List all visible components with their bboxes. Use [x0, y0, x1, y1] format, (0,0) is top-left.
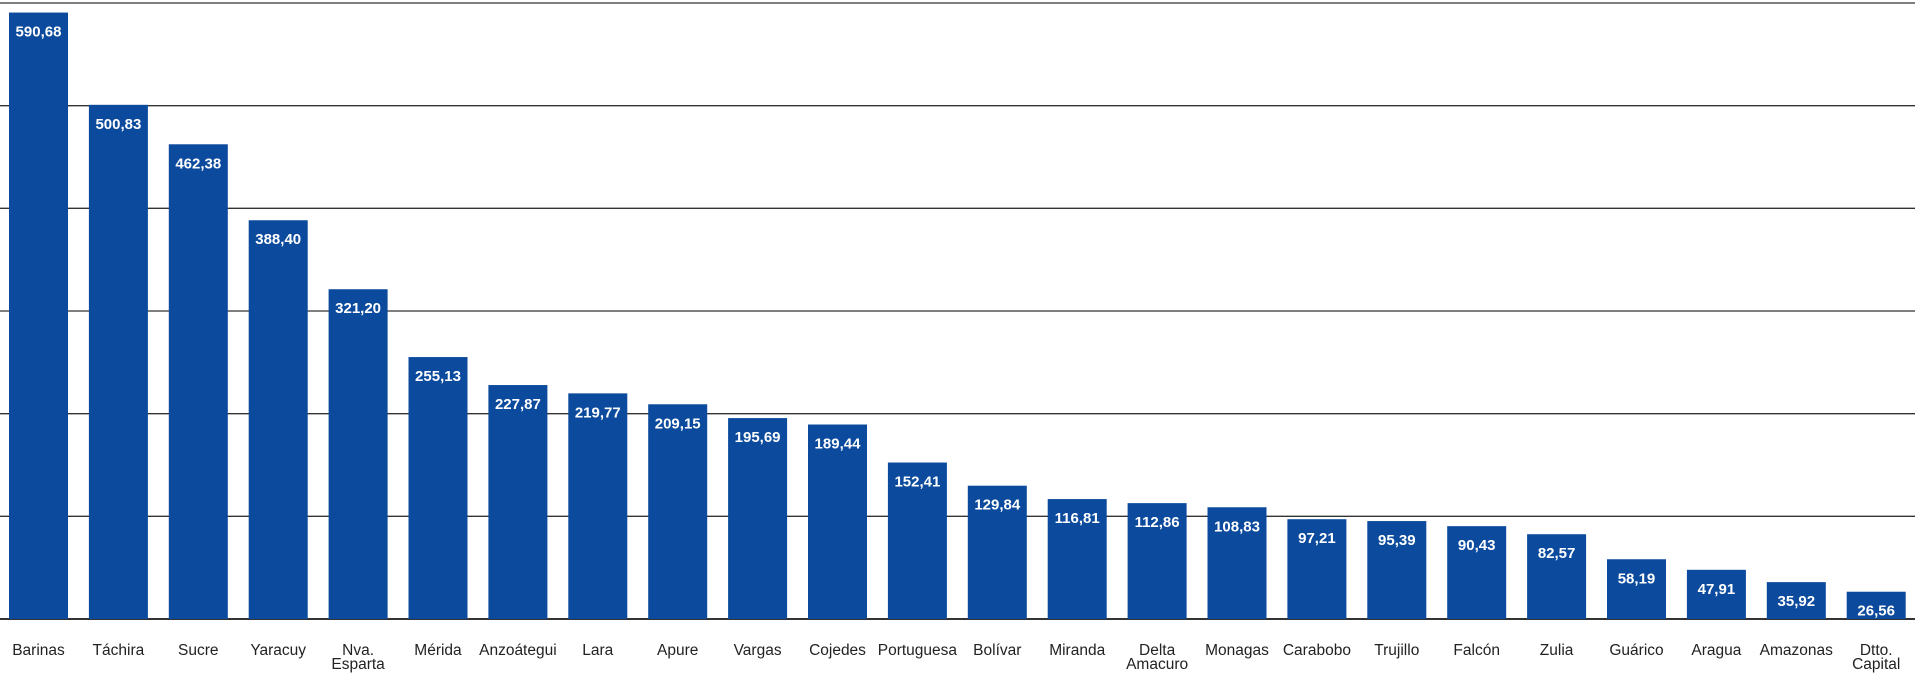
bar-value-label: 321,20 [335, 300, 381, 317]
bar-value-label: 90,43 [1458, 537, 1496, 554]
bar [408, 357, 468, 619]
value-labels: 590,68 500,83 462,38 388,40 321,20 255,13 227,… [16, 24, 1895, 620]
category-label: Táchira [93, 642, 145, 659]
category-label: Apure [657, 642, 698, 659]
category-label: Trujillo [1374, 642, 1419, 659]
category-label: Cojedes [809, 642, 866, 659]
bar [1447, 526, 1507, 619]
bar-value-label: 58,19 [1618, 570, 1656, 587]
bar-value-label: 255,13 [415, 368, 461, 385]
category-label: Zulia [1540, 642, 1574, 659]
category-label: Aragua [1691, 642, 1741, 659]
category-label: Yaracuy [250, 642, 306, 659]
bar [168, 144, 228, 620]
bar [1607, 559, 1666, 619]
bar-value-label: 209,15 [655, 415, 701, 432]
bar-value-label: 590,68 [16, 24, 62, 41]
category-labels: Barinas Táchira Sucre Yaracuy Nva. Esparta Mér… [12, 642, 1900, 673]
category-label: Monagas [1205, 642, 1269, 659]
bar-value-label: 227,87 [495, 396, 541, 413]
bar [88, 104, 148, 620]
bar-value-label: 95,39 [1378, 532, 1416, 549]
category-label: Guárico [1609, 642, 1663, 659]
bar [648, 404, 708, 619]
bar [1287, 519, 1347, 619]
bar-value-label: 97,21 [1298, 530, 1336, 547]
bar [1207, 507, 1267, 619]
bar [9, 12, 68, 619]
bar [1047, 499, 1107, 619]
category-label: Sucre [178, 642, 219, 659]
category-label: Delta Amacuro [1126, 642, 1188, 673]
category-label: Dtto. Capital [1852, 642, 1900, 673]
bar [328, 289, 388, 619]
bar [1527, 534, 1587, 619]
bar-value-label: 195,69 [735, 429, 781, 446]
bar-value-label: 462,38 [175, 155, 221, 172]
bar-value-label: 129,84 [974, 497, 1021, 514]
gridlines [0, 2, 1915, 620]
category-label: Anzoátegui [479, 642, 557, 659]
bar-value-label: 116,81 [1055, 510, 1100, 527]
bar-value-label: 388,40 [255, 231, 301, 248]
bar [248, 220, 308, 619]
bar-value-label: 47,91 [1698, 581, 1736, 598]
bar [1846, 591, 1906, 619]
bar [887, 462, 947, 619]
bar-value-label: 26,56 [1857, 603, 1895, 620]
bar-value-label: 112,86 [1135, 514, 1180, 531]
category-label: Miranda [1049, 642, 1105, 659]
bars [9, 12, 1906, 620]
bar-value-label: 500,83 [95, 116, 141, 133]
category-label: Falcón [1453, 642, 1500, 659]
bar [808, 424, 867, 619]
bar-value-label: 82,57 [1538, 545, 1576, 562]
bar-value-label: 189,44 [815, 436, 862, 453]
category-label: Mérida [414, 642, 462, 659]
category-label: Portuguesa [878, 642, 958, 659]
category-label: Nva. Esparta [331, 642, 385, 673]
bar [568, 393, 628, 619]
bar [967, 485, 1027, 619]
bar [488, 385, 548, 619]
category-label: Carabobo [1283, 642, 1351, 659]
bar [1127, 503, 1187, 619]
bar-value-label: 152,41 [894, 474, 940, 491]
bar [1686, 569, 1746, 619]
bar-value-label: 35,92 [1778, 593, 1816, 610]
category-label: Bolívar [973, 642, 1021, 659]
category-label: Vargas [734, 642, 782, 659]
bar-value-label: 108,83 [1214, 518, 1260, 535]
bar-value-label: 219,77 [575, 404, 621, 421]
category-label: Barinas [12, 642, 65, 659]
bar [1766, 582, 1826, 619]
bar [728, 418, 788, 619]
bar [1367, 521, 1427, 619]
category-label: Lara [582, 642, 613, 659]
category-label: Amazonas [1760, 642, 1833, 659]
